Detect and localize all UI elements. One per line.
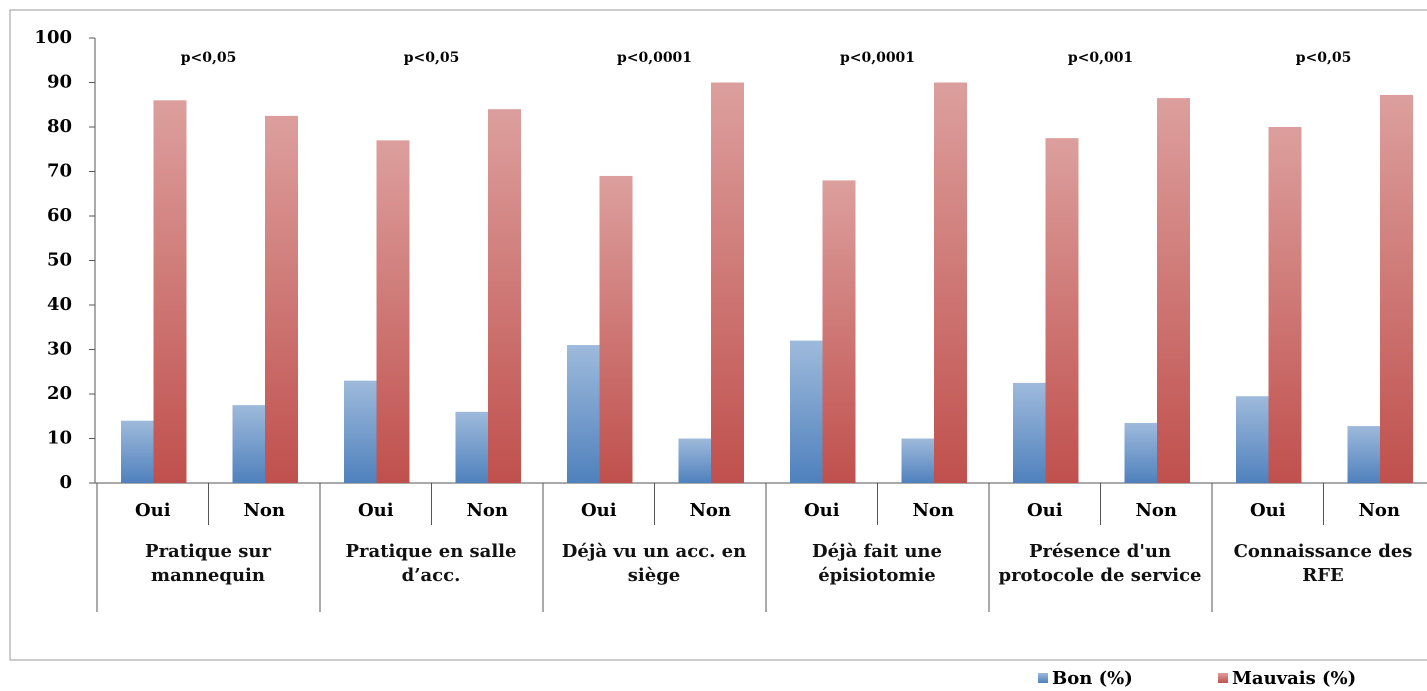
y-tick-label: 70 [47,161,72,182]
bar [344,380,377,483]
bar [901,438,935,483]
x-tick-label: Non [912,500,954,521]
x-tick-label: Oui [1027,500,1063,521]
annotation: p<0,001 [1068,50,1133,66]
group-label: Déjà fait une épisiotomie [812,541,942,586]
bar [1157,98,1190,483]
group-label: Présence d'un protocole de service [998,541,1202,586]
bar [153,100,187,484]
chart-frame [9,9,1427,661]
bar [121,420,154,483]
bar [711,82,744,483]
annotation: p<0,05 [1296,50,1352,66]
group-label: Pratique en salle d’acc. [345,541,517,586]
bar [488,109,521,483]
y-tick-label: 20 [47,383,72,404]
bar [1124,422,1158,483]
y-tick-label: 80 [47,116,72,137]
legend-label: Mauvais (%) [1232,668,1356,689]
y-tick-label: 90 [47,72,72,93]
y-tick-label: 40 [47,294,72,315]
bar [376,140,410,483]
annotation: p<0,0001 [840,50,915,66]
bar [1347,426,1381,483]
annotation: p<0,05 [181,50,237,66]
x-tick-label: Non [1358,500,1400,521]
y-tick-label: 50 [47,250,72,271]
bar [599,175,633,483]
bar [1045,138,1079,483]
legend-swatch [1218,673,1228,683]
bar [1236,396,1269,483]
bar [455,411,489,483]
group-label: Pratique sur mannequin [145,541,271,586]
x-tick-label: Non [1135,500,1177,521]
bar [790,340,823,483]
x-tick-label: Oui [1250,500,1286,521]
bar [567,345,600,483]
group-label: Connaissance des RFE [1233,541,1413,586]
bar [1380,94,1413,484]
y-tick-label: 100 [34,27,72,48]
x-tick-label: Non [243,500,285,521]
legend-swatch [1038,673,1048,683]
bar [265,115,298,483]
bar [934,82,967,483]
y-tick-label: 60 [47,205,72,226]
x-tick-label: Non [689,500,731,521]
x-tick-label: Non [466,500,508,521]
bar [678,438,712,483]
x-tick-label: Oui [804,500,840,521]
annotation: p<0,0001 [617,50,692,66]
x-tick-label: Oui [581,500,617,521]
bar [232,405,266,483]
y-tick-label: 10 [47,428,72,449]
bar [1013,382,1046,483]
group-label: Déjà vu un acc. en siège [561,541,747,586]
annotation: p<0,05 [404,50,460,66]
bar [822,180,856,483]
x-tick-label: Oui [135,500,171,521]
x-tick-label: Oui [358,500,394,521]
bar [1268,127,1302,483]
y-tick-label: 0 [59,472,72,493]
y-tick-label: 30 [47,339,72,360]
legend-label: Bon (%) [1052,668,1133,689]
